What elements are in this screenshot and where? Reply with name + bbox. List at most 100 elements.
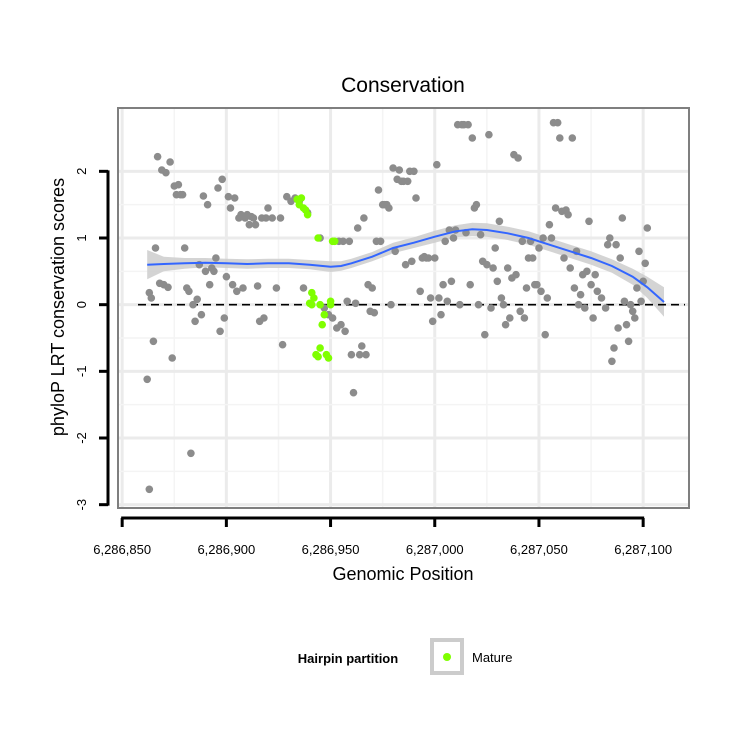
data-point-other: [487, 304, 495, 312]
data-point-other: [481, 330, 489, 339]
data-point-other: [601, 304, 610, 312]
data-point-other: [535, 244, 543, 252]
data-point-other: [518, 237, 527, 246]
y-tick-label: 2: [74, 168, 89, 175]
data-point-other: [374, 186, 383, 194]
data-point-other: [216, 327, 224, 336]
data-point-other: [351, 299, 360, 308]
data-point-other: [501, 320, 510, 329]
x-tick-label: 6,286,850: [93, 542, 151, 557]
data-point-other: [447, 277, 456, 286]
data-point-other: [143, 375, 151, 384]
data-point-other: [628, 307, 637, 316]
data-point-other: [537, 287, 545, 296]
data-point-other: [166, 158, 174, 166]
data-point-other: [564, 210, 572, 219]
data-point-other: [387, 300, 395, 309]
data-point-other: [587, 280, 595, 289]
smooth-fit-group: [147, 228, 665, 303]
data-point-other: [339, 237, 347, 246]
data-point-other: [180, 244, 189, 252]
data-point-other: [328, 314, 337, 322]
y-tick-label: -3: [74, 499, 89, 511]
data-point-other: [516, 307, 524, 316]
data-point-other: [495, 217, 504, 226]
data-point-other: [203, 200, 212, 209]
data-point-other: [631, 314, 639, 322]
data-point-other: [233, 287, 241, 296]
data-point-mature: [330, 237, 339, 246]
data-point-other: [264, 204, 272, 212]
smooth-fit-line: [147, 228, 665, 303]
data-point-other: [376, 237, 385, 246]
data-point-other: [439, 280, 447, 289]
x-tick-label: 6,287,050: [510, 542, 568, 557]
data-point-mature: [297, 194, 306, 202]
data-point-other: [437, 310, 445, 319]
data-point-other: [424, 254, 433, 262]
data-point-other: [355, 350, 364, 359]
data-point-mature: [303, 210, 312, 219]
data-point-other: [349, 388, 358, 397]
data-point-other: [620, 297, 629, 306]
data-point-other: [591, 270, 599, 279]
data-point-other: [612, 240, 620, 249]
data-point-mature: [326, 297, 335, 306]
y-tick-label: 0: [74, 301, 89, 308]
data-point-other: [464, 120, 472, 129]
data-point-other: [360, 214, 368, 222]
data-point-other: [168, 354, 176, 362]
y-tick-label: -2: [74, 432, 89, 444]
data-point-other: [624, 337, 633, 346]
legend-mature-marker: [443, 653, 451, 661]
data-point-other: [431, 254, 439, 262]
data-point-other: [410, 167, 418, 176]
data-point-other: [187, 449, 195, 458]
data-point-other: [553, 118, 562, 127]
data-point-mature: [320, 310, 329, 319]
data-point-other: [222, 272, 231, 281]
legend: Hairpin partition Mature: [298, 638, 512, 675]
data-point-other: [345, 237, 354, 246]
x-tick-label: 6,286,950: [302, 542, 360, 557]
data-point-other: [370, 308, 379, 317]
data-point-mature: [316, 300, 324, 309]
confidence-band: [147, 222, 664, 317]
data-point-other: [191, 317, 199, 326]
data-point-other: [593, 287, 602, 296]
data-point-other: [299, 284, 308, 292]
y-axis-label: phyloP LRT conservation scores: [48, 178, 68, 436]
legend-entry-mature: Mature: [472, 650, 512, 665]
data-point-other: [249, 214, 258, 222]
data-point-other: [272, 284, 281, 292]
data-point-other: [239, 284, 247, 292]
data-point-other: [362, 350, 370, 359]
data-point-other: [643, 224, 652, 232]
data-point-other: [337, 320, 345, 329]
data-point-other: [416, 287, 425, 296]
data-point-other: [428, 317, 437, 326]
data-point-other: [214, 184, 222, 192]
data-point-other: [245, 220, 254, 229]
data-point-other: [520, 314, 529, 322]
mature-points: [293, 194, 339, 362]
data-point-other: [253, 282, 262, 290]
data-point-other: [497, 294, 506, 302]
data-point-other: [268, 214, 277, 222]
data-point-other: [472, 200, 481, 209]
data-point-other: [443, 297, 452, 306]
data-point-other: [151, 244, 160, 252]
data-point-other: [506, 314, 514, 322]
y-axis: -3 -2 -1 0 1 2: [74, 168, 110, 511]
x-tick-label: 6,287,000: [406, 542, 464, 557]
data-point-other: [608, 357, 616, 366]
data-point-other: [199, 192, 208, 200]
data-point-other: [164, 283, 172, 292]
data-point-other: [395, 166, 404, 174]
data-point-other: [368, 284, 377, 292]
data-point-other: [278, 340, 287, 349]
data-point-other: [528, 254, 537, 262]
data-point-other: [533, 280, 541, 289]
data-point-other: [581, 304, 589, 312]
